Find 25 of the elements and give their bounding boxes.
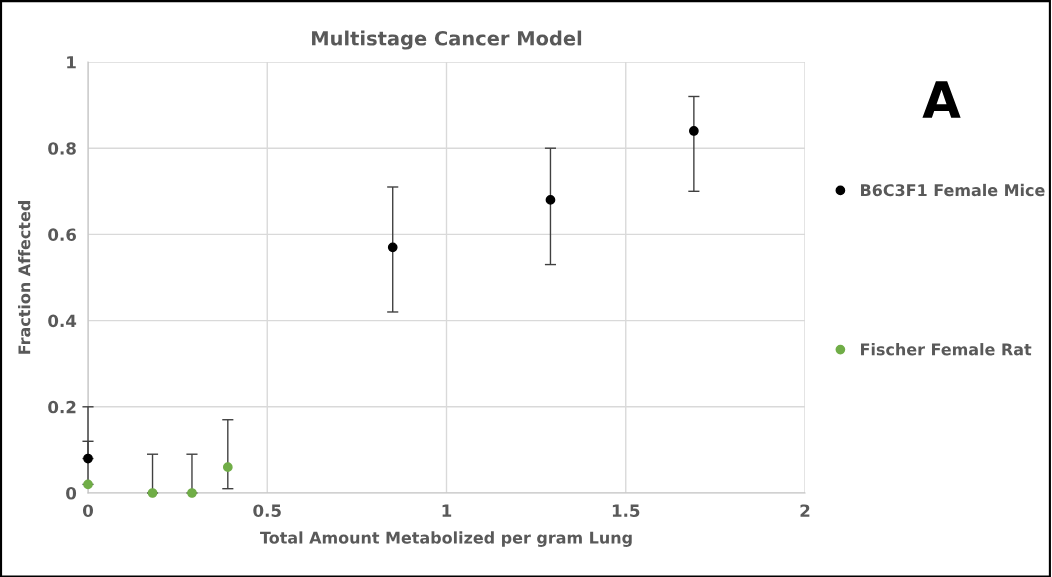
y-tick-label: 0.4: [48, 314, 77, 328]
legend-label: Fischer Female Rat: [861, 343, 1032, 356]
point: [147, 488, 158, 498]
y-tick-label: 0.8: [48, 142, 76, 155]
point: [187, 488, 197, 498]
legend-label: B6C3F1 Female Mice: [861, 183, 1045, 197]
x-axis-title: Total Amount Metabolized per gram Lung: [260, 531, 632, 547]
x-tick-label: 2: [800, 504, 810, 517]
y-tick-label: 0.2: [48, 400, 76, 414]
point: [222, 462, 233, 473]
point: [689, 126, 699, 136]
point: [83, 479, 93, 490]
chart-title: Multistage Cancer Model: [312, 30, 582, 50]
text: A: [922, 81, 961, 118]
x-tick-label: 1.5: [612, 504, 640, 518]
point: [545, 195, 556, 205]
y-tick-label: 0: [66, 486, 77, 500]
y-axis-title: Fraction Affected: [18, 201, 31, 354]
y-tick-label: 0.6: [48, 228, 76, 241]
y-tick-label: 1: [67, 56, 76, 69]
point: [83, 453, 93, 464]
x-tick-label: 0: [83, 504, 93, 518]
x-tick-label: 1: [442, 504, 452, 517]
x-tick-label: 0.5: [253, 504, 281, 518]
point: [387, 242, 398, 253]
